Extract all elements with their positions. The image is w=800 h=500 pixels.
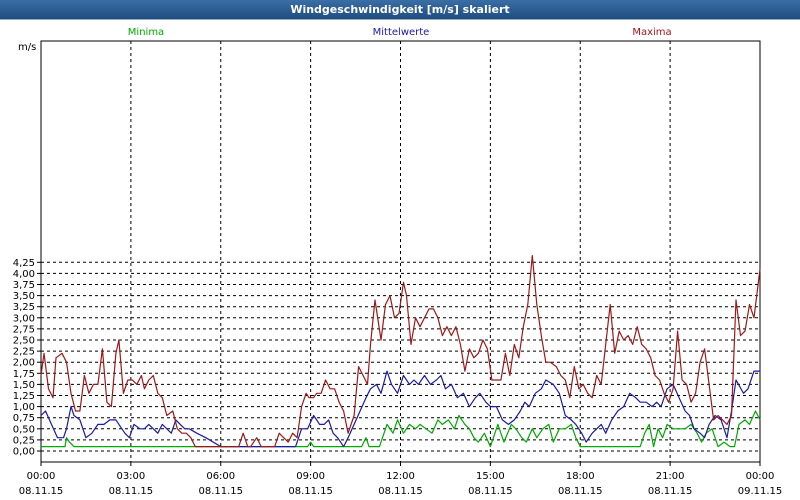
series-lines	[40, 255, 761, 448]
x-tick-date: 08.11.15	[378, 486, 423, 497]
y-tick-label: 3,75	[13, 280, 35, 291]
x-tick-date: 08.11.15	[648, 486, 693, 497]
y-tick-label: 0,00	[13, 447, 35, 458]
y-axis-label: m/s	[18, 42, 36, 53]
series-line-mittelwerte	[40, 370, 760, 448]
y-tick-label: 2,25	[13, 347, 35, 358]
x-tick-time: 06:00	[206, 471, 235, 482]
series-line-maxima	[40, 255, 761, 448]
y-tick-label: 1,50	[13, 380, 35, 391]
x-tick-time: 21:00	[656, 471, 685, 482]
legend: Minima Mittelwerte Maxima	[128, 27, 672, 38]
y-tick-label: 1,75	[13, 369, 35, 380]
x-tick-date: 08.11.15	[19, 486, 64, 497]
x-axis-ticks: 00:00 08.11.15 03:00 08.11.15 06:00 08.11.15 0…	[19, 462, 783, 497]
y-tick-label: 4,00	[13, 269, 35, 280]
x-tick-date: 09.11.15	[738, 486, 783, 497]
y-tick-label: 1,00	[13, 402, 35, 413]
x-tick-date: 08.11.15	[558, 486, 603, 497]
x-tick-time: 09:00	[296, 471, 325, 482]
legend-item-maxima: Maxima	[632, 27, 671, 38]
x-tick-time: 12:00	[386, 471, 415, 482]
y-tick-label: 3,00	[13, 313, 35, 324]
y-tick-label: 3,50	[13, 291, 35, 302]
y-tick-label: 0,75	[13, 413, 35, 424]
legend-item-minima: Minima	[128, 27, 164, 38]
chart-title: Windgeschwindigkeit [m/s] skaliert	[0, 0, 800, 20]
x-tick-time: 15:00	[476, 471, 505, 482]
y-tick-label: 1,25	[13, 391, 35, 402]
x-tick-time: 18:00	[566, 471, 595, 482]
y-tick-label: 0,25	[13, 435, 35, 446]
y-tick-label: 4,25	[13, 258, 35, 269]
x-tick-date: 08.11.15	[468, 486, 513, 497]
x-tick-date: 08.11.15	[109, 486, 154, 497]
y-tick-label: 2,50	[13, 336, 35, 347]
y-tick-label: 3,25	[13, 302, 35, 313]
y-tick-label: 2,00	[13, 358, 35, 369]
x-tick-time: 00:00	[27, 471, 56, 482]
x-tick-time: 00:00	[746, 471, 775, 482]
y-tick-label: 2,75	[13, 324, 35, 335]
y-axis-ticks: 0,000,250,500,751,001,251,501,752,002,25…	[13, 258, 41, 458]
y-tick-label: 0,50	[13, 424, 35, 435]
x-tick-date: 08.11.15	[288, 486, 333, 497]
x-tick-date: 08.11.15	[198, 486, 243, 497]
legend-item-mittelwerte: Mittelwerte	[373, 27, 430, 38]
grid	[41, 41, 760, 462]
x-tick-time: 03:00	[116, 471, 145, 482]
